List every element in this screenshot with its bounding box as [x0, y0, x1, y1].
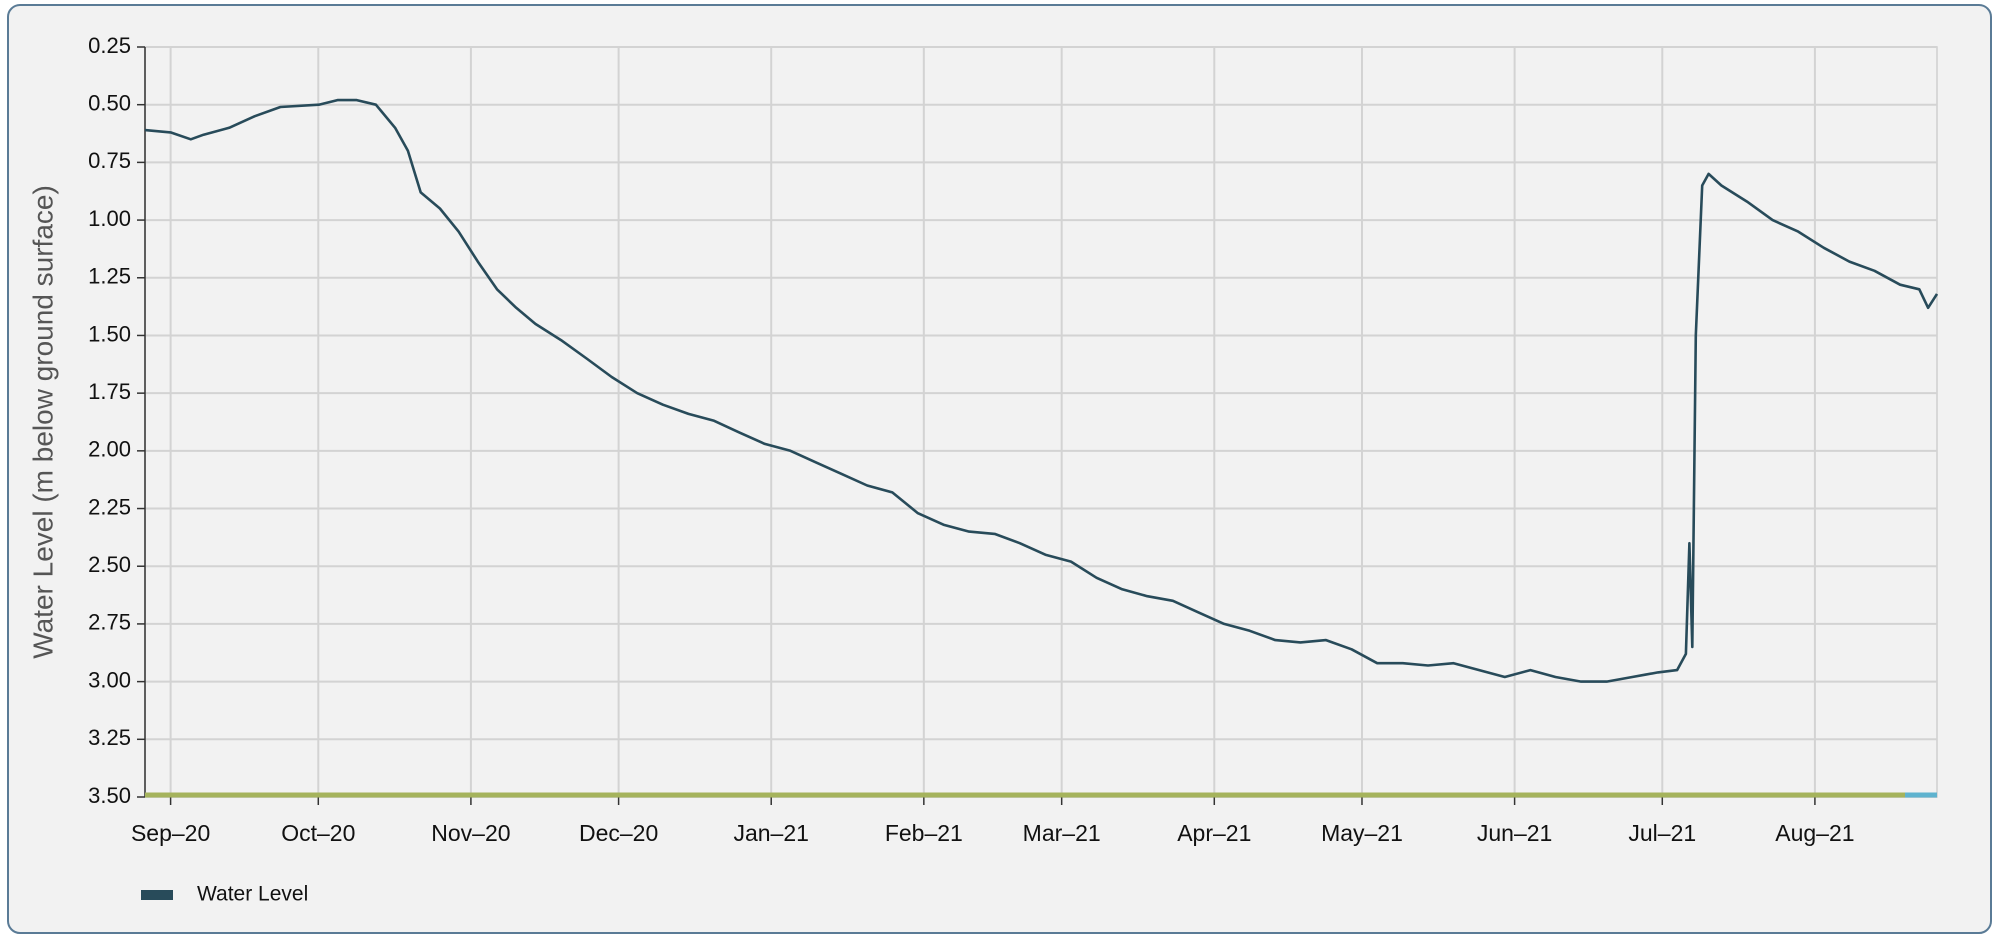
y-tick-label: 1.75 [88, 379, 131, 404]
legend: Water Level [141, 883, 308, 906]
y-tick-label: 1.00 [88, 206, 131, 231]
x-tick-label: Jan–21 [733, 820, 808, 846]
x-tick-label: Dec–20 [579, 820, 658, 846]
legend-swatch [141, 890, 173, 900]
y-tick-label: 2.50 [88, 552, 131, 577]
legend-label: Water Level [197, 883, 308, 906]
y-tick-label: 2.00 [88, 437, 131, 462]
y-tick-label: 0.75 [88, 148, 131, 173]
y-tick-label: 2.75 [88, 610, 131, 635]
x-tick-label: Jul–21 [1628, 820, 1696, 846]
panel [7, 4, 1992, 934]
x-tick-label: Feb–21 [885, 820, 963, 846]
grid: 0.25 0.50 0.75 1.00 1.25 1.50 1.75 2.00 2.25 2.50… [88, 33, 1937, 846]
y-tick-label: 0.50 [88, 91, 131, 116]
x-tick-label: Jun–21 [1477, 820, 1552, 846]
y-tick-label: 1.25 [88, 264, 131, 289]
y-tick-label: 3.25 [88, 725, 131, 750]
y-axis-label: Water Level (m below ground surface) [27, 185, 58, 659]
y-tick-label: 3.00 [88, 667, 131, 692]
x-tick-label: Oct–20 [281, 820, 355, 846]
series-line [144, 98, 1939, 683]
y-tick-label: 1.50 [88, 321, 131, 346]
x-tick-label: May–21 [1321, 820, 1403, 846]
x-tick-label: Aug–21 [1775, 820, 1854, 846]
x-tick-label: Nov–20 [431, 820, 510, 846]
x-tick-label: Apr–21 [1177, 820, 1251, 846]
x-tick-label: Sep–20 [131, 820, 210, 846]
y-tick-label: 3.50 [88, 783, 131, 808]
marks [144, 98, 1939, 683]
x-tick-label: Mar–21 [1023, 820, 1101, 846]
y-tick-label: 2.25 [88, 494, 131, 519]
y-tick-label: 0.25 [88, 33, 131, 58]
